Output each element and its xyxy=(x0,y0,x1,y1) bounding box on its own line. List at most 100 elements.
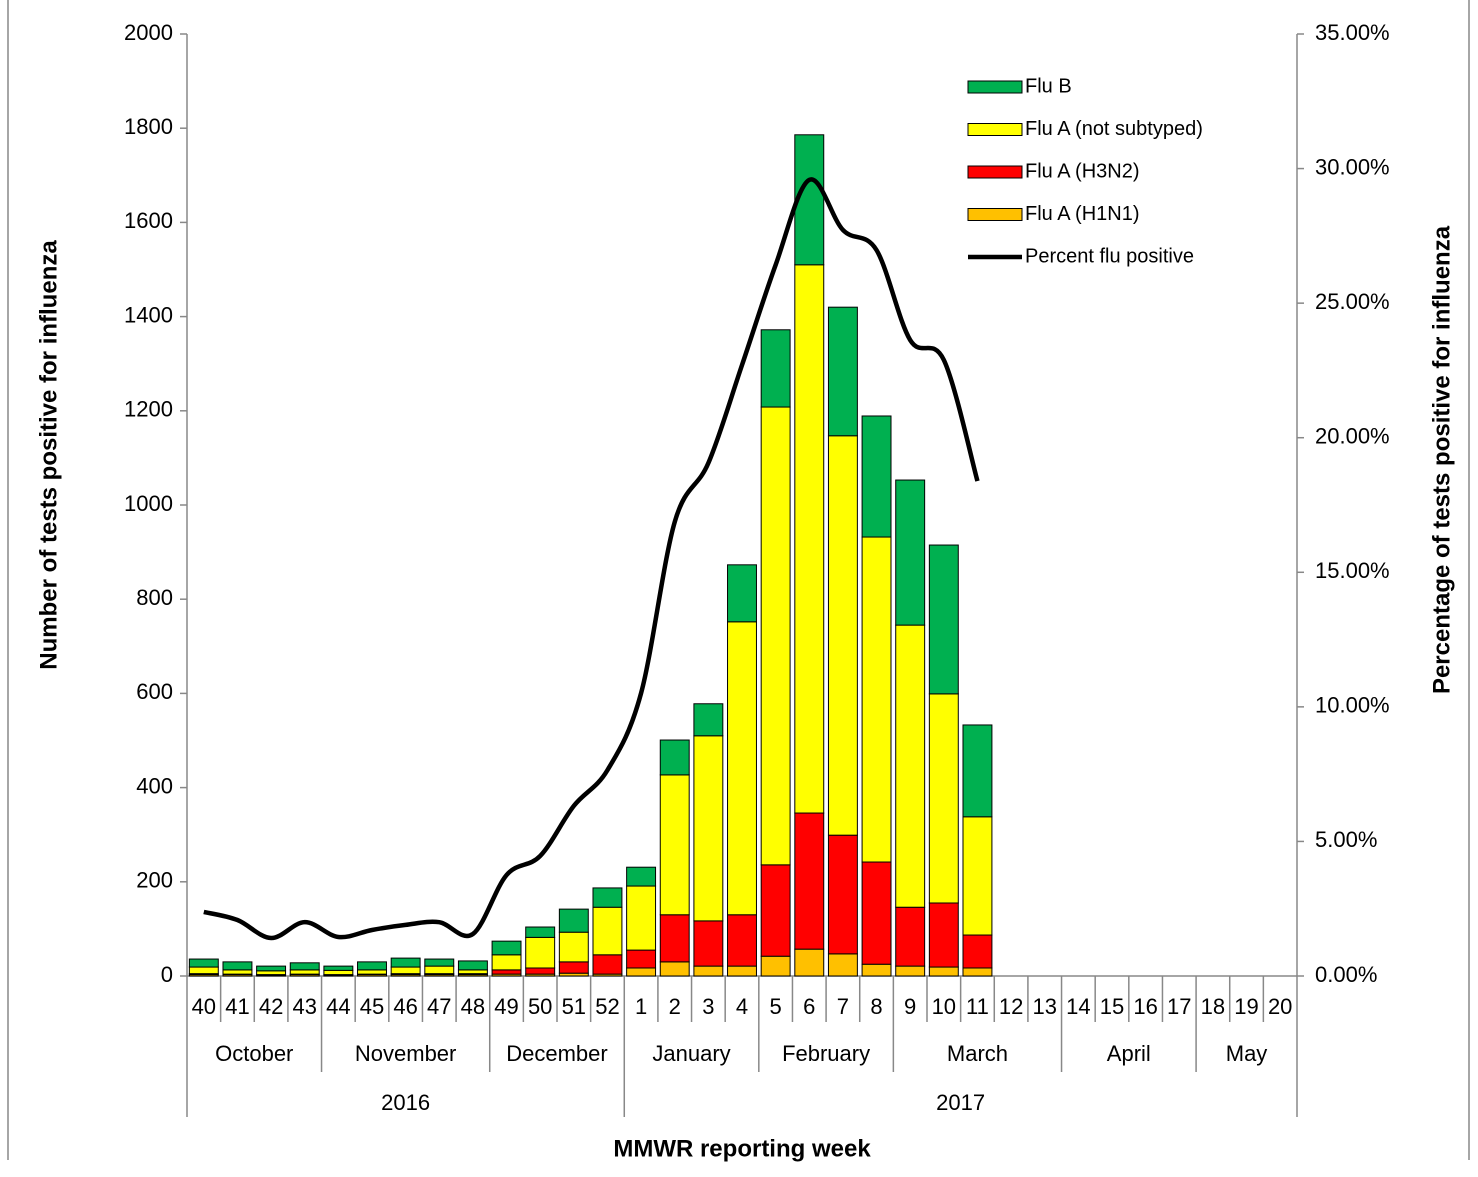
x-tick-label: 1 xyxy=(635,994,647,1019)
bar-segment xyxy=(827,953,858,977)
x-tick-label: 49 xyxy=(494,994,518,1019)
bar-segment xyxy=(827,435,858,836)
bar-segment xyxy=(525,967,556,975)
bar-segment xyxy=(323,965,354,971)
y2-tick-label: 25.00% xyxy=(1315,289,1390,314)
legend-label: Flu A (H1N1) xyxy=(1025,203,1139,225)
bar-segment xyxy=(895,906,926,967)
y-tick-label: 1400 xyxy=(124,302,173,327)
bar-segment xyxy=(289,969,320,975)
bar-segment xyxy=(222,969,253,975)
legend-label: Flu A (not subtyped) xyxy=(1025,118,1203,140)
bar-segment xyxy=(928,902,959,968)
bar-segment xyxy=(592,887,623,908)
bar-segment xyxy=(962,934,993,969)
x-tick-label: 43 xyxy=(292,994,316,1019)
bar-segment xyxy=(626,885,657,951)
x-tick-label: 2 xyxy=(669,994,681,1019)
y2-tick-label: 0.00% xyxy=(1315,962,1377,987)
y-tick-label: 1600 xyxy=(124,208,173,233)
month-label: December xyxy=(506,1041,607,1066)
bar-segment xyxy=(592,954,623,975)
month-label: March xyxy=(947,1041,1008,1066)
x-tick-label: 50 xyxy=(528,994,552,1019)
x-tick-label: 4 xyxy=(736,994,748,1019)
bar-segment xyxy=(962,816,993,936)
bar-segment xyxy=(222,961,253,971)
y-tick-label: 800 xyxy=(136,585,173,610)
bar-segment xyxy=(760,864,791,957)
x-tick-label: 5 xyxy=(770,994,782,1019)
month-label: February xyxy=(782,1041,870,1066)
bar-segment xyxy=(525,926,556,938)
bar-segment xyxy=(794,948,825,977)
y-tick-label: 1200 xyxy=(124,397,173,422)
bar-segment xyxy=(424,965,455,975)
x-tick-label: 40 xyxy=(192,994,216,1019)
bar-segment xyxy=(693,703,724,737)
y-tick-label: 600 xyxy=(136,679,173,704)
x-tick-label: 16 xyxy=(1133,994,1157,1019)
month-label: May xyxy=(1226,1041,1268,1066)
month-label: November xyxy=(355,1041,456,1066)
bar-segment xyxy=(491,969,522,975)
bar-segment xyxy=(323,969,354,976)
y-tick-label: 0 xyxy=(161,962,173,987)
bar-segment xyxy=(928,544,959,695)
bar-segment xyxy=(794,264,825,814)
legend-label: Percent flu positive xyxy=(1025,245,1194,267)
bar-segment xyxy=(558,908,589,933)
bar-segment xyxy=(357,969,387,975)
y-tick-label: 2000 xyxy=(124,20,173,45)
bar-segment xyxy=(727,914,757,967)
bar-segment xyxy=(256,970,287,976)
y2-tick-label: 35.00% xyxy=(1315,20,1390,45)
bar-segment xyxy=(256,965,287,972)
bar-segment xyxy=(794,134,825,266)
bar-segment xyxy=(727,564,757,623)
bar-segment xyxy=(693,920,724,967)
month-label: April xyxy=(1107,1041,1151,1066)
bar-segment xyxy=(626,949,657,969)
legend-swatch xyxy=(967,123,1023,136)
bar-segment xyxy=(760,329,791,408)
bar-segment xyxy=(861,963,892,977)
bar-segment xyxy=(525,936,556,969)
y2-tick-label: 5.00% xyxy=(1315,827,1377,852)
bar-segment xyxy=(390,957,421,968)
x-tick-label: 9 xyxy=(904,994,916,1019)
x-tick-label: 18 xyxy=(1201,994,1225,1019)
bar-segment xyxy=(827,834,858,955)
x-tick-label: 11 xyxy=(966,994,989,1019)
bar-segment xyxy=(760,955,791,977)
x-tick-label: 19 xyxy=(1234,994,1258,1019)
x-tick-label: 20 xyxy=(1268,994,1292,1019)
bar-segment xyxy=(895,624,926,908)
legend-swatch xyxy=(967,165,1023,179)
y2-tick-label: 15.00% xyxy=(1315,558,1390,583)
bar-segment xyxy=(491,954,522,971)
y-tick-label: 1800 xyxy=(124,114,173,139)
bar-segment xyxy=(962,724,993,818)
bar-segment xyxy=(558,931,589,963)
y2-tick-label: 20.00% xyxy=(1315,424,1390,449)
bar-segment xyxy=(693,965,724,977)
bar-segment xyxy=(659,739,690,776)
bar-segment xyxy=(727,965,757,977)
bar-segment xyxy=(491,940,522,956)
x-tick-label: 17 xyxy=(1167,994,1191,1019)
y2-tick-label: 30.00% xyxy=(1315,154,1390,179)
legend-label: Flu A (H3N2) xyxy=(1025,160,1139,182)
x-tick-label: 3 xyxy=(702,994,714,1019)
bar-segment xyxy=(928,693,959,904)
bar-segment xyxy=(861,415,892,538)
bar-segment xyxy=(626,967,657,977)
x-tick-label: 51 xyxy=(562,994,586,1019)
x-tick-label: 48 xyxy=(461,994,485,1019)
x-tick-label: 7 xyxy=(837,994,849,1019)
x-tick-label: 13 xyxy=(1032,994,1056,1019)
bar-segment xyxy=(693,735,724,922)
x-tick-label: 45 xyxy=(360,994,384,1019)
bar-segment xyxy=(457,960,488,971)
bar-segment xyxy=(760,406,791,866)
